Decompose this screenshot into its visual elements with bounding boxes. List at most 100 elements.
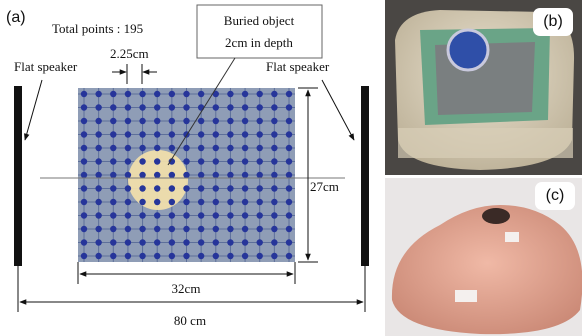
point bbox=[227, 253, 233, 259]
panel-label: (b) bbox=[543, 13, 563, 30]
point bbox=[286, 199, 292, 205]
point bbox=[183, 199, 189, 205]
point bbox=[198, 91, 204, 97]
point bbox=[198, 118, 204, 124]
point bbox=[154, 145, 160, 151]
point bbox=[271, 145, 277, 151]
point bbox=[154, 131, 160, 137]
point bbox=[110, 104, 116, 110]
point bbox=[95, 212, 101, 218]
point bbox=[242, 145, 248, 151]
point bbox=[81, 104, 87, 110]
point bbox=[125, 118, 131, 124]
point bbox=[227, 185, 233, 191]
point bbox=[125, 172, 131, 178]
point bbox=[81, 253, 87, 259]
point bbox=[183, 91, 189, 97]
point bbox=[154, 212, 160, 218]
point bbox=[242, 172, 248, 178]
point bbox=[110, 131, 116, 137]
point bbox=[125, 212, 131, 218]
point bbox=[95, 118, 101, 124]
point bbox=[286, 104, 292, 110]
point bbox=[183, 158, 189, 164]
point bbox=[169, 172, 175, 178]
point bbox=[227, 158, 233, 164]
pointer-arrow bbox=[322, 80, 354, 140]
point bbox=[198, 239, 204, 245]
point bbox=[139, 158, 145, 164]
point bbox=[271, 118, 277, 124]
point bbox=[198, 226, 204, 232]
point bbox=[271, 212, 277, 218]
width-label: 32cm bbox=[172, 281, 201, 296]
point bbox=[95, 158, 101, 164]
point bbox=[227, 145, 233, 151]
point bbox=[95, 239, 101, 245]
point bbox=[125, 104, 131, 110]
point bbox=[81, 185, 87, 191]
point bbox=[198, 158, 204, 164]
point bbox=[81, 212, 87, 218]
point bbox=[169, 253, 175, 259]
point bbox=[198, 145, 204, 151]
point bbox=[183, 239, 189, 245]
point bbox=[183, 104, 189, 110]
point bbox=[95, 91, 101, 97]
point bbox=[110, 172, 116, 178]
speaker-label: Flat speaker bbox=[14, 59, 78, 74]
point bbox=[257, 253, 263, 259]
point bbox=[198, 172, 204, 178]
point bbox=[271, 239, 277, 245]
point bbox=[81, 199, 87, 205]
point bbox=[286, 185, 292, 191]
point bbox=[139, 239, 145, 245]
callout-text: Buried object bbox=[224, 13, 295, 28]
point bbox=[286, 212, 292, 218]
point bbox=[110, 239, 116, 245]
point bbox=[257, 104, 263, 110]
point bbox=[213, 118, 219, 124]
point bbox=[125, 185, 131, 191]
point bbox=[286, 239, 292, 245]
point bbox=[81, 91, 87, 97]
point bbox=[110, 212, 116, 218]
point bbox=[139, 131, 145, 137]
height-label: 27cm bbox=[310, 179, 339, 194]
point bbox=[139, 212, 145, 218]
point bbox=[227, 239, 233, 245]
point bbox=[271, 199, 277, 205]
point bbox=[242, 226, 248, 232]
point bbox=[110, 145, 116, 151]
point bbox=[257, 131, 263, 137]
point bbox=[169, 185, 175, 191]
point bbox=[213, 212, 219, 218]
point bbox=[81, 145, 87, 151]
point bbox=[213, 199, 219, 205]
tag bbox=[505, 232, 519, 242]
point bbox=[169, 212, 175, 218]
point bbox=[154, 118, 160, 124]
point bbox=[286, 253, 292, 259]
point bbox=[110, 226, 116, 232]
cone-hole bbox=[482, 208, 510, 224]
point bbox=[198, 131, 204, 137]
point bbox=[169, 226, 175, 232]
point bbox=[242, 118, 248, 124]
point bbox=[227, 199, 233, 205]
point bbox=[183, 226, 189, 232]
point bbox=[286, 131, 292, 137]
point bbox=[139, 172, 145, 178]
point bbox=[125, 226, 131, 232]
point bbox=[81, 172, 87, 178]
point bbox=[242, 212, 248, 218]
point bbox=[139, 104, 145, 110]
total-points: Total points : 195 bbox=[52, 21, 143, 36]
point bbox=[271, 172, 277, 178]
point bbox=[257, 199, 263, 205]
point bbox=[183, 172, 189, 178]
point bbox=[271, 91, 277, 97]
point bbox=[154, 239, 160, 245]
point bbox=[213, 158, 219, 164]
point bbox=[139, 253, 145, 259]
